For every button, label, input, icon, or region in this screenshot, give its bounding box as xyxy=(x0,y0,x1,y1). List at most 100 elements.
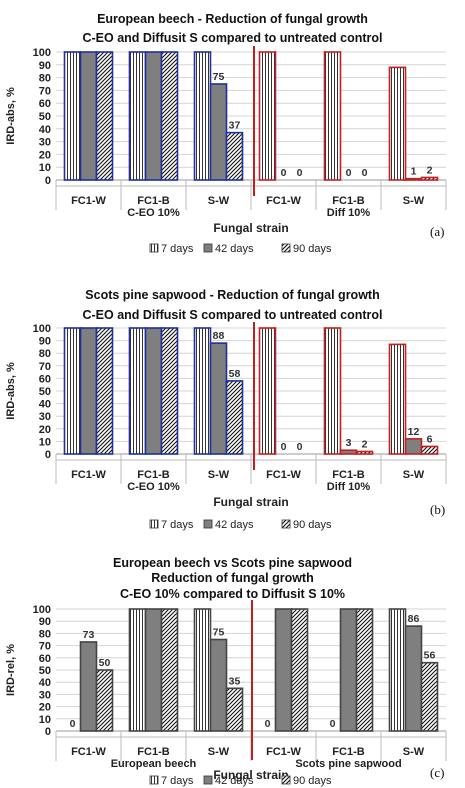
legend-swatch xyxy=(281,775,291,785)
bar xyxy=(63,327,82,455)
bar xyxy=(274,608,293,732)
group-label: C-EO 10% xyxy=(127,207,180,219)
bar xyxy=(225,380,244,455)
legend-swatch xyxy=(149,775,159,785)
chart-title-line-1: European beech - Reduction of fungal gro… xyxy=(97,12,368,26)
bar xyxy=(160,608,179,732)
data-label: 0 xyxy=(70,718,76,730)
x-tick-label: FC1-B xyxy=(332,195,364,207)
bar xyxy=(339,608,358,732)
y-tick-label: 80 xyxy=(39,628,51,640)
data-label: 6 xyxy=(427,433,433,445)
legend-label: 42 days xyxy=(215,775,254,787)
bar xyxy=(339,449,358,455)
panel-label: (a) xyxy=(430,224,445,239)
y-tick-label: 90 xyxy=(39,616,51,628)
legend-swatch xyxy=(203,519,213,529)
data-label: 2 xyxy=(427,164,433,176)
bar xyxy=(420,445,439,455)
data-label: 50 xyxy=(99,657,111,669)
data-label: 0 xyxy=(265,718,271,730)
panel-label: (c) xyxy=(430,765,445,780)
data-label: 56 xyxy=(424,650,436,662)
y-tick-label: 100 xyxy=(33,604,51,616)
bar xyxy=(404,177,423,181)
y-tick-label: 60 xyxy=(39,98,51,110)
x-tick-label: FC1-B xyxy=(137,746,169,758)
panel-label: (b) xyxy=(430,502,446,517)
y-tick-label: 40 xyxy=(39,677,51,689)
y-tick-label: 50 xyxy=(39,386,51,398)
x-tick-label: S-W xyxy=(208,746,230,758)
data-label: 0 xyxy=(346,167,352,179)
y-tick-label: 70 xyxy=(39,641,51,653)
y-tick-label: 30 xyxy=(39,137,51,149)
chart-title-line-3: C-EO 10% compared to Diffusit S 10% xyxy=(119,587,346,601)
data-label: 0 xyxy=(330,718,336,730)
bar xyxy=(388,66,407,181)
data-label: 0 xyxy=(297,441,303,453)
group-label: European beech xyxy=(111,758,197,770)
y-tick-label: 50 xyxy=(39,111,51,123)
bar xyxy=(193,327,212,455)
legend-swatch xyxy=(281,243,291,253)
bar xyxy=(388,608,407,732)
x-axis-title: Fungal strain xyxy=(213,768,288,782)
y-tick-label: 10 xyxy=(39,714,51,726)
bar xyxy=(95,51,114,181)
y-tick-label: 20 xyxy=(39,424,51,436)
data-label: 86 xyxy=(408,613,420,625)
data-label: 0 xyxy=(281,441,287,453)
group-label: Diff 10% xyxy=(327,207,371,219)
legend-label: 90 days xyxy=(293,519,332,531)
legend-swatch xyxy=(203,775,213,785)
y-axis-title: IRD-rel, % xyxy=(5,644,17,696)
bar xyxy=(79,51,98,181)
x-tick-label: FC1-W xyxy=(266,195,301,207)
bar xyxy=(225,687,244,732)
legend-swatch xyxy=(149,243,159,253)
y-tick-label: 70 xyxy=(39,361,51,373)
bar xyxy=(95,327,114,455)
data-label: 0 xyxy=(362,167,368,179)
bar xyxy=(225,131,244,181)
x-tick-label: FC1-B xyxy=(332,746,364,758)
y-tick-label: 30 xyxy=(39,411,51,423)
bar xyxy=(79,641,98,732)
bar xyxy=(79,327,98,455)
bar xyxy=(209,342,228,455)
y-axis-title: IRD-abs, % xyxy=(5,87,17,145)
data-label: 3 xyxy=(346,437,352,449)
y-tick-label: 100 xyxy=(33,323,51,335)
bar xyxy=(128,327,147,455)
bar xyxy=(355,450,374,455)
chart-panel-b: Scots pine sapwood - Reduction of fungal… xyxy=(0,262,465,531)
y-tick-label: 80 xyxy=(39,348,51,360)
y-tick-label: 60 xyxy=(39,373,51,385)
bar xyxy=(323,51,342,181)
legend-label: 7 days xyxy=(161,775,194,787)
x-tick-label: FC1-W xyxy=(71,746,106,758)
y-tick-label: 30 xyxy=(39,689,51,701)
y-tick-label: 0 xyxy=(45,449,51,461)
y-tick-label: 0 xyxy=(45,175,51,187)
x-tick-label: S-W xyxy=(403,746,425,758)
legend-swatch xyxy=(203,243,213,253)
y-tick-label: 100 xyxy=(33,47,51,59)
x-tick-label: FC1-W xyxy=(266,469,301,481)
x-tick-label: FC1-W xyxy=(71,195,106,207)
bar xyxy=(258,327,277,455)
data-label: 75 xyxy=(213,627,225,639)
bar xyxy=(420,661,439,732)
chart-title-line-2: Reduction of fungal growth xyxy=(151,571,314,585)
legend-label: 7 days xyxy=(161,519,194,531)
y-tick-label: 40 xyxy=(39,124,51,136)
chart-panel-a: European beech - Reduction of fungal gro… xyxy=(0,0,465,262)
y-axis-title: IRD-abs, % xyxy=(5,362,17,420)
bar xyxy=(323,327,342,455)
bar xyxy=(95,669,114,732)
bar xyxy=(209,638,228,732)
bar xyxy=(209,83,228,181)
legend-swatch xyxy=(149,519,159,529)
